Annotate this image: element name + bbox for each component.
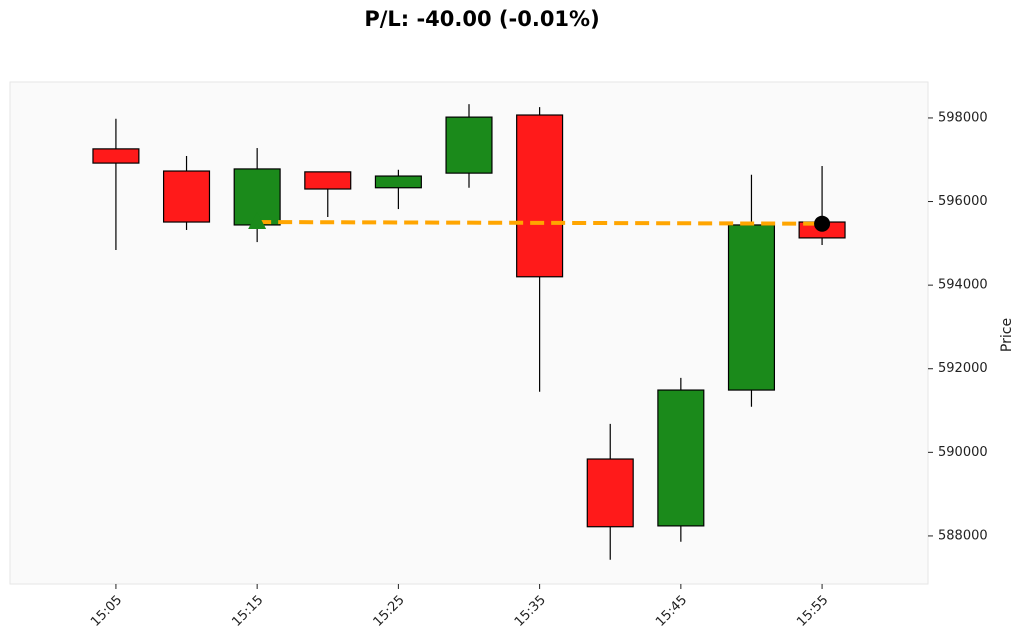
candle-body [304, 171, 352, 190]
candle-body [516, 114, 564, 278]
candle-body [657, 389, 705, 527]
candle-body [374, 175, 422, 189]
exit-marker [814, 215, 831, 232]
y-tick-label: 592000 [938, 361, 988, 376]
y-tick-label: 596000 [938, 194, 988, 209]
candle-body [586, 458, 634, 528]
x-tick-label: 15:25 [371, 593, 408, 630]
chart-title: P/L: -40.00 (-0.01%) [364, 7, 599, 31]
trade-line [257, 220, 823, 226]
y-axis-label: Price [999, 318, 1015, 352]
x-tick-label: 15:05 [88, 593, 125, 630]
y-tick-label: 588000 [938, 528, 988, 543]
candle-body [92, 148, 140, 164]
x-tick-label: 15:35 [512, 593, 549, 630]
y-tick-label: 598000 [938, 110, 988, 125]
candle-body [727, 224, 776, 391]
x-tick-label: 15:45 [653, 593, 690, 630]
entry-marker [248, 212, 267, 230]
y-tick-label: 594000 [938, 278, 988, 293]
x-tick-label: 15:15 [229, 593, 266, 630]
candle-body [162, 170, 211, 223]
y-tick-label: 590000 [938, 445, 988, 460]
x-tick-label: 15:55 [794, 593, 831, 630]
candle-body [445, 116, 493, 174]
